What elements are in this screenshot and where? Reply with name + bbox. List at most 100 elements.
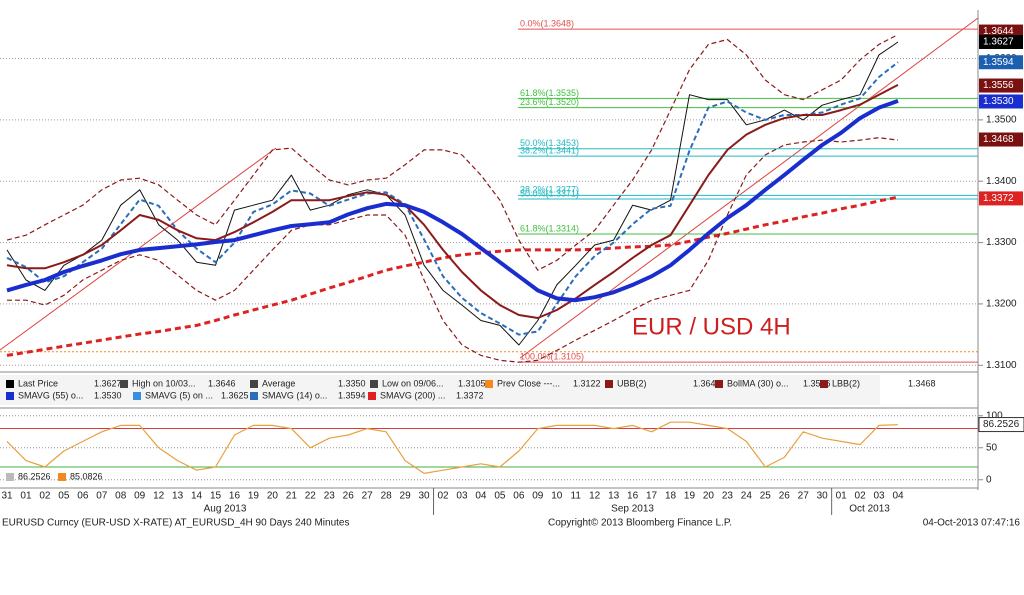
trend-line (519, 17, 979, 359)
legend-swatch (820, 380, 828, 388)
y-tick-label: 1.3300 (986, 237, 1017, 248)
legend-swatch (250, 392, 258, 400)
x-tick-label: 28 (381, 491, 393, 502)
legend-value: 1.3468 (908, 378, 936, 388)
footer-left: EURUSD Curncy (EUR-USD X-RATE) AT_EURUSD… (2, 518, 350, 529)
price-tag-label: 1.3372 (983, 193, 1014, 204)
x-tick-label: 14 (191, 491, 203, 502)
x-tick-label: 09 (134, 491, 146, 502)
price-tag (979, 78, 1023, 93)
legend-label: SMAVG (55) o... (18, 390, 83, 400)
legend-label: LBB(2) (832, 378, 860, 388)
month-label: Sep 2013 (611, 504, 654, 515)
legend-value: 1.3372 (456, 390, 484, 400)
legend-label: UBB(2) (617, 378, 647, 388)
legend-value: 1.3530 (94, 390, 122, 400)
x-tick-label: 29 (400, 491, 412, 502)
value-tag (978, 417, 1024, 433)
legend-swatch (6, 392, 14, 400)
price-tag (979, 34, 1023, 49)
legend-value: 1.3122 (573, 378, 601, 388)
x-tick-label: 24 (741, 491, 753, 502)
x-tick-label: 03 (456, 491, 468, 502)
legend-swatch (6, 473, 14, 481)
x-tick-label: 08 (115, 491, 127, 502)
x-tick-label: 04 (475, 491, 487, 502)
price-tag (979, 191, 1023, 206)
legend-swatch (485, 380, 493, 388)
legend-swatch (250, 380, 258, 388)
x-tick-label: 01 (20, 491, 32, 502)
price-tag-label: 1.3644 (983, 26, 1014, 37)
annotation: EUR / USD 4H (632, 313, 791, 340)
value-tag-label: 86.2526 (983, 419, 1020, 430)
legend-value: 1.3594 (338, 390, 366, 400)
month-label: Aug 2013 (204, 504, 247, 515)
x-tick-label: 20 (703, 491, 715, 502)
fib-label: 50.0%(1.3371) (520, 188, 579, 198)
x-tick-label: 11 (571, 491, 582, 502)
x-tick-label: 01 (836, 491, 848, 502)
price-tag-label: 1.3627 (983, 37, 1014, 48)
x-tick-label: 02 (437, 491, 449, 502)
legend-swatch (120, 380, 128, 388)
fib-label: 0.0%(1.3648) (520, 18, 574, 28)
legend-value: 1.3644 (693, 378, 721, 388)
legend-value: 1.3350 (338, 378, 366, 388)
legend-swatch (715, 380, 723, 388)
x-tick-label: 02 (39, 491, 51, 502)
x-tick-label: 05 (494, 491, 506, 502)
price-tag (979, 94, 1023, 109)
y-tick-label: 50 (986, 442, 998, 453)
price-tag-label: 1.3468 (983, 134, 1014, 145)
y-tick-label: 1.3500 (986, 115, 1017, 126)
x-tick-label: 04 (892, 491, 904, 502)
legend-swatch (368, 392, 376, 400)
x-tick-label: 05 (58, 491, 70, 502)
x-tick-label: 27 (798, 491, 810, 502)
price-tag (979, 132, 1023, 147)
legend-swatch (605, 380, 613, 388)
fib-label: 50.0%(1.3453) (520, 138, 579, 148)
legend-box (0, 375, 880, 405)
x-tick-label: 25 (760, 491, 772, 502)
footer-center: Copyright© 2013 Bloomberg Finance L.P. (548, 518, 732, 529)
x-tick-label: 20 (267, 491, 279, 502)
x-tick-label: 03 (873, 491, 885, 502)
fib-label: 38.2%(1.3441) (520, 145, 579, 155)
x-tick-label: 17 (646, 491, 658, 502)
x-tick-label: 12 (153, 491, 165, 502)
y-tick-label: 100 (986, 410, 1003, 421)
series-line (6, 99, 899, 303)
legend-label: Prev Close ---... (497, 378, 560, 388)
legend-value: 1.3646 (208, 378, 236, 388)
x-tick-label: 19 (684, 491, 696, 502)
legend-value: 1.3625 (221, 390, 249, 400)
x-tick-label: 16 (229, 491, 241, 502)
month-label: Oct 2013 (849, 504, 890, 515)
y-tick-label: 1.3400 (986, 176, 1017, 187)
x-tick-label: 15 (210, 491, 222, 502)
series-line (6, 84, 899, 319)
fib-label: 23.6%(1.3520) (520, 97, 579, 107)
x-tick-label: 13 (172, 491, 184, 502)
x-tick-label: 12 (589, 491, 601, 502)
x-tick-label: 30 (419, 491, 431, 502)
series-line (6, 195, 899, 357)
legend-swatch (370, 380, 378, 388)
legend-swatch (133, 392, 141, 400)
legend-label: Last Price (18, 378, 58, 388)
x-tick-label: 02 (855, 491, 867, 502)
x-tick-label: 06 (77, 491, 89, 502)
legend-label: 85.0826 (70, 471, 103, 481)
legend-value: 1.3556 (803, 378, 831, 388)
price-tag-label: 1.3594 (983, 57, 1014, 68)
x-tick-label: 06 (513, 491, 525, 502)
x-tick-label: 16 (627, 491, 639, 502)
y-tick-label: 1.3200 (986, 299, 1017, 310)
x-tick-label: 07 (96, 491, 108, 502)
x-tick-label: 26 (343, 491, 355, 502)
footer-right: 04-Oct-2013 07:47:16 (923, 518, 1021, 529)
x-tick-label: 21 (286, 491, 298, 502)
